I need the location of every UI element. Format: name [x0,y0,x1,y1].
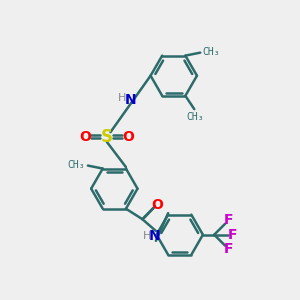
Text: H: H [143,231,151,242]
Text: CH₃: CH₃ [202,47,220,57]
Text: CH₃: CH₃ [186,112,204,122]
Text: O: O [122,130,134,144]
Text: N: N [149,230,161,243]
Text: N: N [124,93,136,107]
Text: F: F [224,242,233,256]
Text: O: O [80,130,92,144]
Text: H: H [118,93,126,103]
Text: F: F [228,228,237,242]
Text: O: O [151,198,163,212]
Text: F: F [224,213,233,227]
Text: S: S [101,128,113,146]
Text: CH₃: CH₃ [67,160,85,170]
